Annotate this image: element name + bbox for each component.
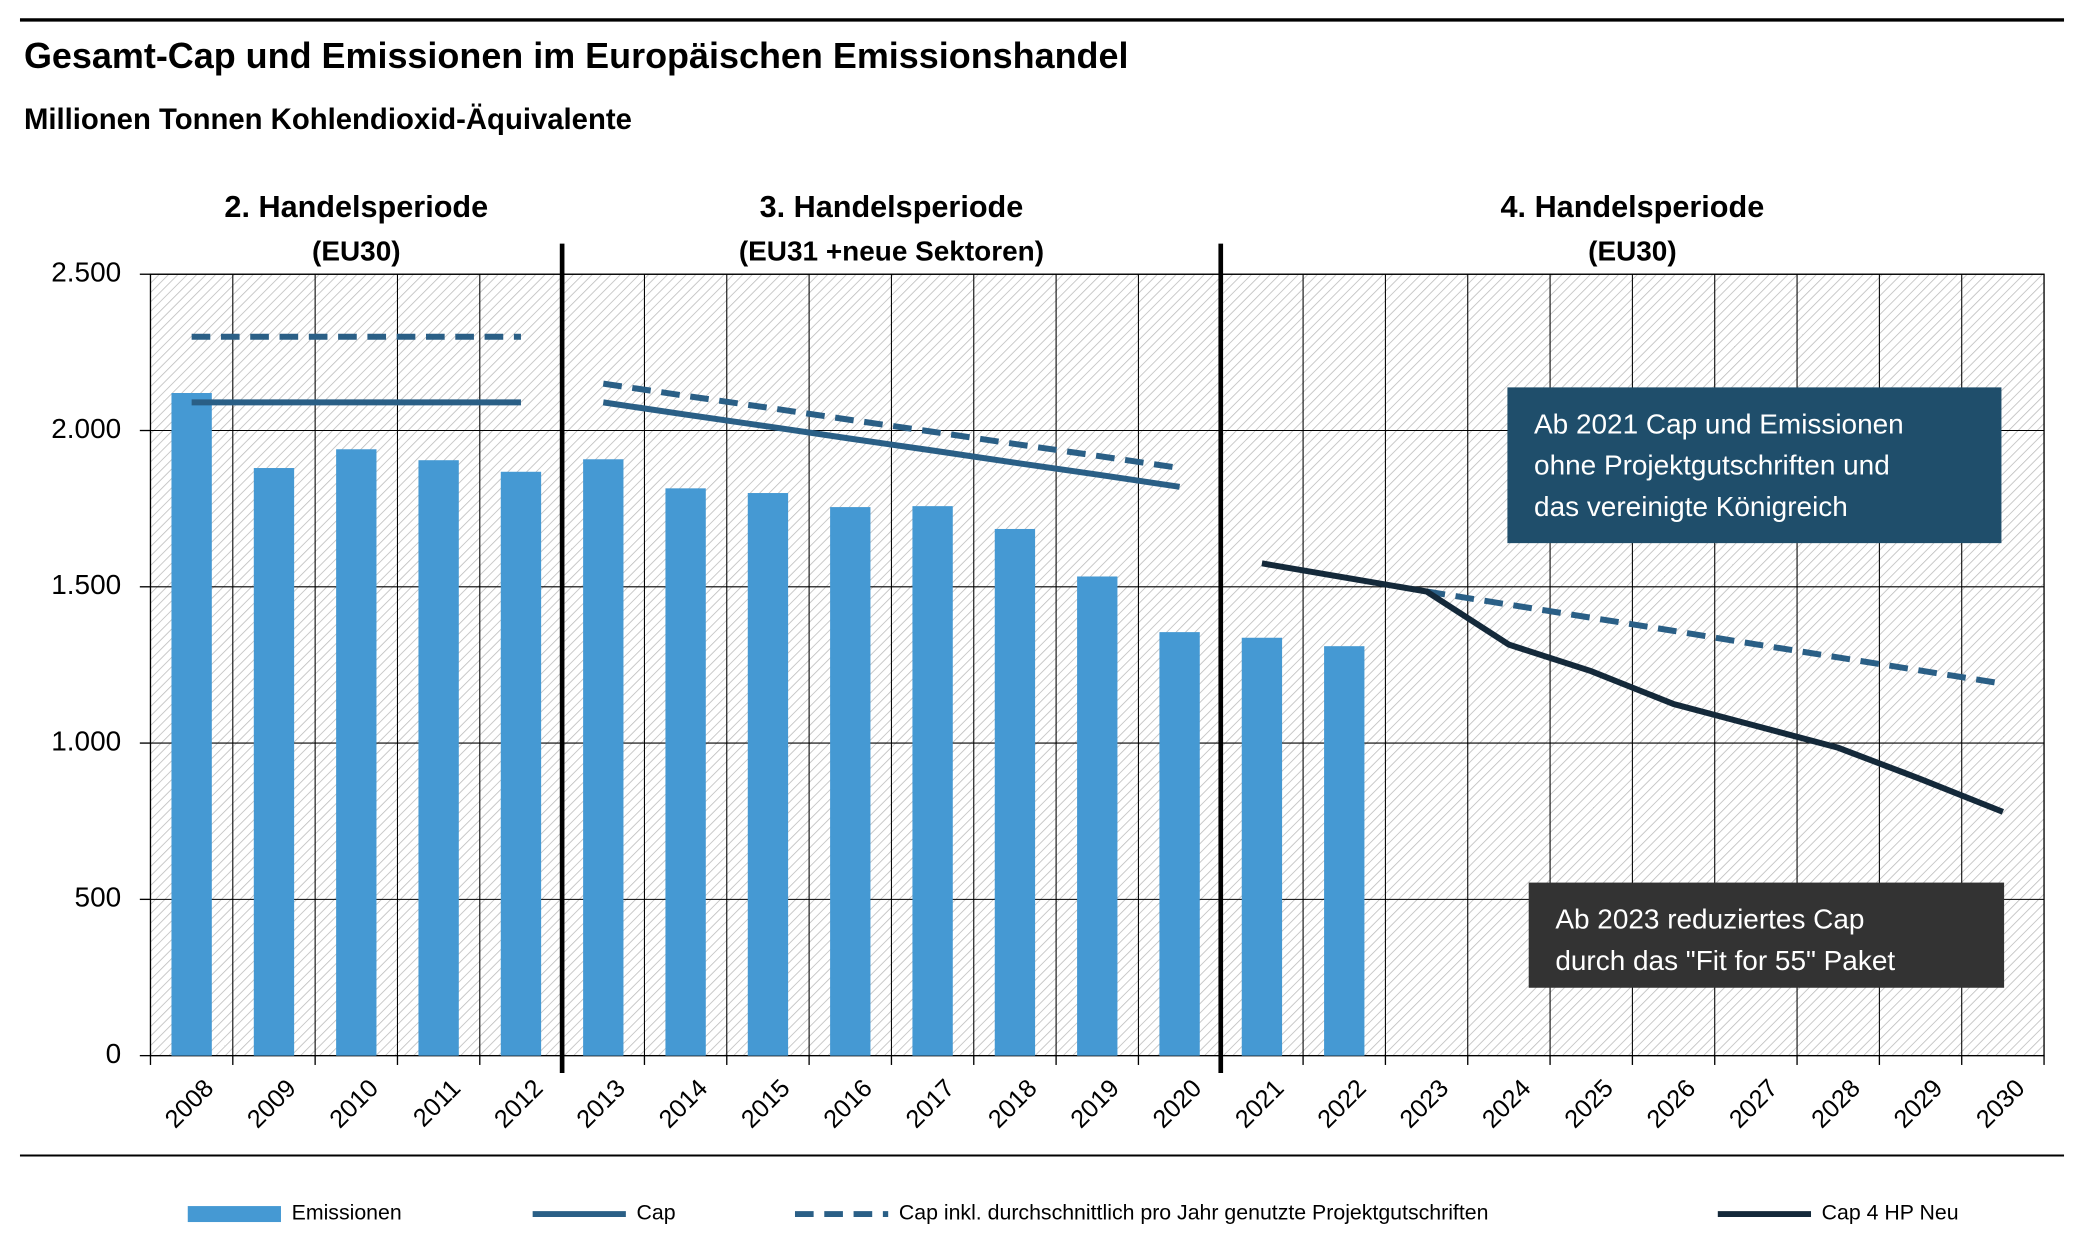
bar [1077,576,1118,1056]
x-tick-label: 2016 [818,1074,878,1134]
bar [1241,637,1283,1056]
x-tick-label: 2011 [408,1074,466,1132]
legend-swatch [187,1206,281,1223]
x-tick-label: 2008 [160,1074,220,1134]
bar [336,449,377,1056]
bar [418,460,459,1056]
bar [747,493,789,1056]
line-series [602,399,1181,490]
x-tick-label: 2014 [654,1074,714,1134]
bar [665,488,706,1056]
x-tick-label: 2024 [1477,1074,1537,1134]
bar [830,507,871,1056]
annotation-text: Ab 2023 reduziertes Cap [1555,904,1864,935]
x-tick-label: 2020 [1148,1074,1208,1134]
legend-label: Cap inkl. durchschnittlich pro Jahr genu… [899,1201,1489,1225]
annotation-box [1528,882,2005,988]
legend-label: Cap 4 HP Neu [1822,1201,1959,1225]
x-tick-label: 2018 [983,1074,1043,1134]
y-tick-label: 0 [106,1038,122,1069]
legend-label: Cap [637,1201,676,1225]
x-tick-label: 2019 [1065,1074,1125,1134]
y-tick-label: 2.500 [51,257,121,288]
legend-label: Emissionen [292,1201,402,1225]
bar [1324,646,1365,1056]
x-tick-label: 2030 [1971,1074,2031,1134]
bar [912,506,953,1056]
x-tick-label: 2022 [1312,1074,1372,1134]
bar [1159,632,1200,1056]
line-series [1261,560,2005,815]
annotation-text: Ab 2021 Cap und Emissionen [1534,408,1904,439]
annotation-box [1507,387,2002,544]
period-title: 4. Handelsperiode [1501,190,1765,224]
x-tick-label: 2027 [1724,1074,1784,1134]
annotation-text: durch das "Fit for 55" Paket [1555,945,1895,976]
chart-subtitle: Millionen Tonnen Kohlendioxid-Äquivalent… [24,103,632,136]
x-tick-label: 2023 [1395,1074,1455,1134]
line-series [602,380,1181,471]
bar [500,471,542,1056]
chart-title: Gesamt-Cap und Emissionen im Europäische… [24,35,1129,76]
x-tick-label: 2015 [736,1074,796,1134]
x-tick-label: 2026 [1642,1074,1702,1134]
x-tick-label: 2017 [901,1074,961,1134]
x-tick-label: 2009 [242,1074,302,1134]
x-tick-label: 2010 [324,1074,384,1134]
y-tick-label: 1.500 [51,569,121,600]
x-tick-label: 2028 [1806,1074,1866,1134]
line-series [1426,588,2004,687]
y-tick-label: 2.000 [51,413,121,444]
bar [253,468,295,1056]
y-tick-label: 1.000 [51,725,121,756]
x-tick-label: 2021 [1230,1074,1290,1134]
bar [171,393,212,1056]
y-tick-label: 500 [75,882,122,913]
x-tick-label: 2012 [489,1074,549,1134]
x-tick-label: 2029 [1889,1074,1949,1134]
bar [994,528,1036,1056]
bar [583,459,624,1056]
annotation-text: das vereinigte Königreich [1534,491,1848,522]
period-title: 3. Handelsperiode [760,190,1024,224]
period-title: 2. Handelsperiode [224,190,488,224]
period-subtitle: (EU30) [312,235,401,266]
x-tick-label: 2013 [571,1074,631,1134]
x-tick-label: 2025 [1559,1074,1619,1134]
period-subtitle: (EU31 +neue Sektoren) [739,235,1044,266]
period-subtitle: (EU30) [1588,235,1677,266]
annotation-text: ohne Projektgutschriften und [1534,450,1890,481]
